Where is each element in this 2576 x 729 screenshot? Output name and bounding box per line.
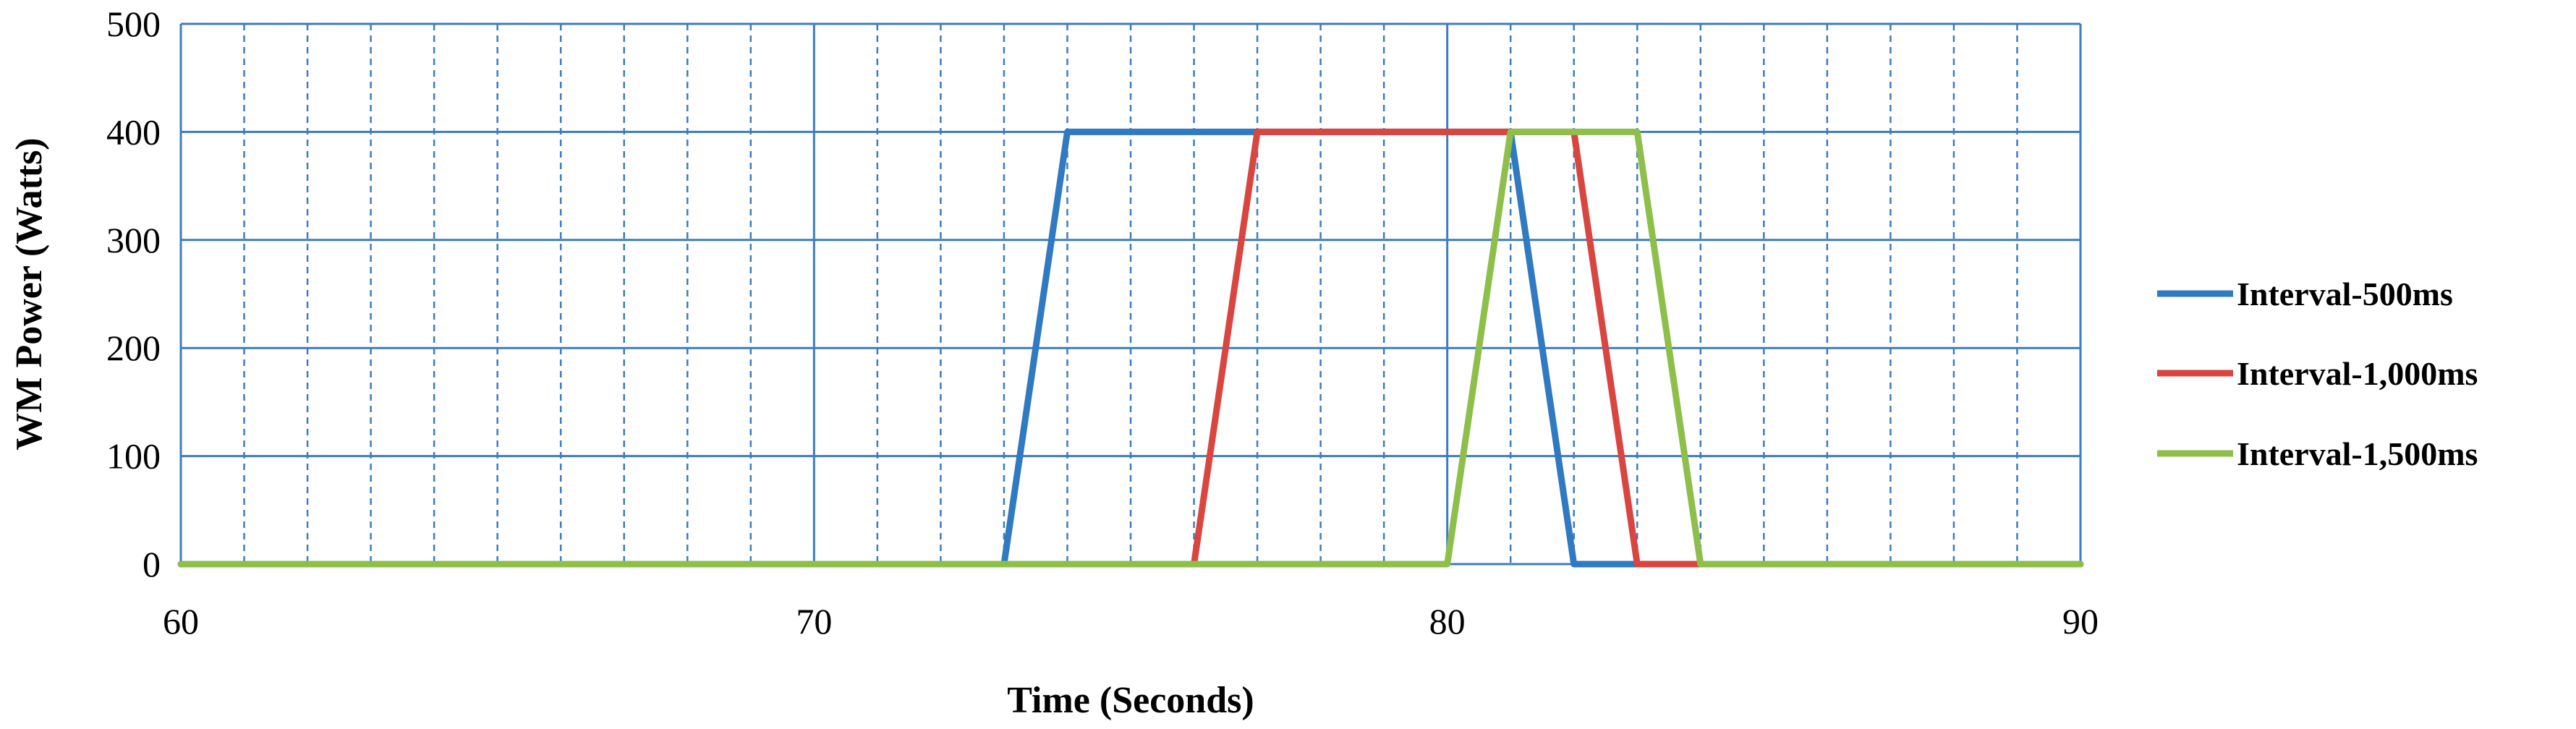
series-line [177,128,2084,568]
x-tick-label: 60 [163,601,199,641]
x-tick-labels: 60 70 80 90 [163,601,2099,641]
series-group [177,128,2084,568]
y-tick-label: 0 [143,544,161,584]
y-tick-label: 400 [106,111,161,152]
y-tick-label: 300 [106,220,161,260]
x-tick-label: 80 [1429,601,1466,641]
grid [179,22,2082,566]
legend-label: Interval-500ms [2237,276,2453,312]
x-tick-label: 70 [796,601,832,641]
legend-label: Interval-1,500ms [2237,435,2478,472]
legend: Interval-500ms Interval-1,000ms Interval-1… [2157,276,2478,472]
x-axis-title: Time (Seconds) [1007,680,1254,721]
y-tick-label: 500 [106,4,161,44]
legend-label: Interval-1,000ms [2237,355,2478,392]
y-tick-labels: 0 100 200 300 400 500 [106,4,161,584]
y-axis-title: WM Power (Watts) [9,137,50,450]
y-tick-label: 200 [106,328,161,368]
x-tick-label: 90 [2062,601,2099,641]
y-tick-label: 100 [106,436,161,477]
